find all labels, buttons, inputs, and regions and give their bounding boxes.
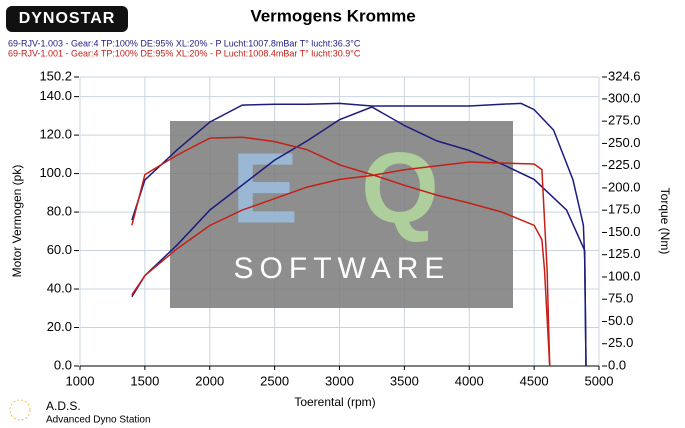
y-axis-label: Motor Vermogen (pk) [10, 165, 24, 278]
y2-tick-label: 100.0 [608, 268, 641, 283]
footer-icon [9, 399, 31, 421]
x-tick-label: 1000 [66, 373, 95, 388]
y2-tick-label: 300.0 [608, 90, 641, 105]
watermark-letter: E [232, 132, 299, 244]
y2-tick-label: 175.0 [608, 202, 641, 217]
y2-tick-label: 275.0 [608, 113, 641, 128]
legend-entry: 69-RJV-1.001 - Gear:4 TP:100% DE:95% XL:… [8, 48, 361, 58]
y2-tick-label: 200.0 [608, 179, 641, 194]
x-tick-label: 4500 [520, 373, 549, 388]
x-tick-label: 2500 [260, 373, 289, 388]
legend-entry: 69-RJV-1.003 - Gear:4 TP:100% DE:95% XL:… [8, 38, 361, 48]
y-tick-label: 0.0 [54, 357, 72, 372]
y-tick-label: 40.0 [47, 280, 72, 295]
series-line [131, 106, 587, 367]
logo-box [6, 6, 128, 32]
y2-tick-label: 250.0 [608, 135, 641, 150]
y-tick-label: 150.2 [39, 68, 72, 83]
y2-tick-label: 150.0 [608, 224, 641, 239]
y-tick-label: 80.0 [47, 204, 72, 219]
x-tick-label: 3500 [390, 373, 419, 388]
footer-subtitle: Advanced Dyno Station [46, 415, 151, 426]
y2-tick-label: 25.0 [608, 335, 633, 350]
chart-title: Vermogens Kromme [250, 6, 415, 25]
watermark-text: SOFTWARE [234, 252, 451, 285]
y-tick-label: 140.0 [39, 88, 72, 103]
y-tick-label: 100.0 [39, 165, 72, 180]
legend: 69-RJV-1.003 - Gear:4 TP:100% DE:95% XL:… [8, 38, 361, 58]
y2-tick-label: 225.0 [608, 157, 641, 172]
series-line [131, 102, 587, 367]
y2-tick-label: 75.0 [608, 291, 633, 306]
watermark: E Q SOFTWARE [170, 121, 513, 308]
watermark-letter: Q [361, 132, 439, 244]
y2-tick-label: 324.6 [608, 68, 641, 83]
x-tick-label: 4000 [455, 373, 484, 388]
x-tick-label: 3000 [325, 373, 354, 388]
series-line [131, 161, 551, 367]
y2-tick-label: 125.0 [608, 246, 641, 261]
y-tick-label: 60.0 [47, 242, 72, 257]
x-tick-label: 2000 [195, 373, 224, 388]
x-tick-label: 1500 [130, 373, 159, 388]
logo: DYNOSTAR [19, 10, 116, 27]
x-tick-label: 5000 [585, 373, 614, 388]
y2-axis-label: Torque (Nm) [658, 188, 672, 255]
y-tick-label: 120.0 [39, 127, 72, 142]
x-axis-label: Toerental (rpm) [294, 395, 375, 409]
watermark-box [170, 121, 513, 308]
series-line [131, 136, 551, 367]
y-tick-label: 20.0 [47, 319, 72, 334]
y2-tick-label: 50.0 [608, 313, 633, 328]
footer-title: A.D.S. [46, 399, 81, 413]
y2-tick-label: 0.0 [608, 357, 626, 372]
